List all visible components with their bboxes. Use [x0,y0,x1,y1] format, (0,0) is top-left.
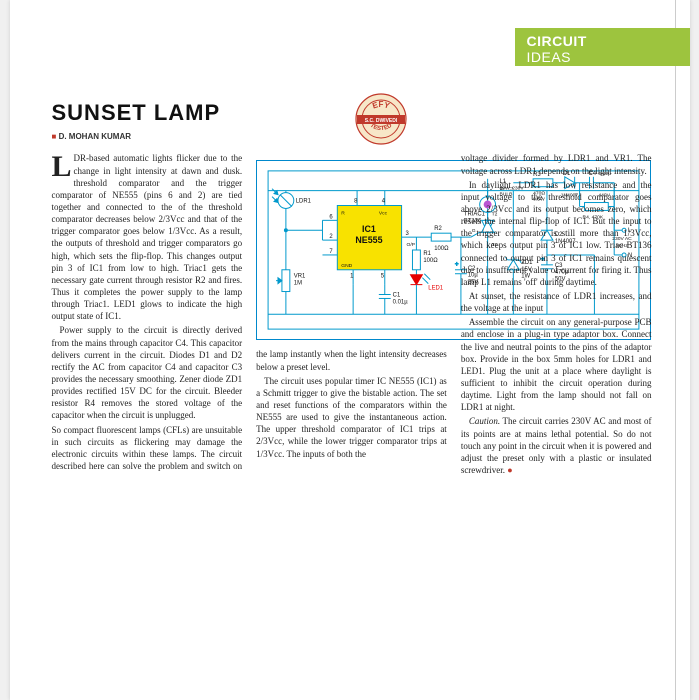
label-op: O/P [407,243,416,249]
label-r2: R2 [434,227,442,233]
section-tab: CIRCUIT IDEAS [515,28,690,66]
label-r: R [341,211,345,217]
label-r1-val: 100Ω [423,258,438,264]
pin7: 7 [330,249,333,255]
svg-text:+: + [455,262,459,268]
pin1: 1 [350,274,353,280]
para-1-text: DR-based automatic lights flicker due to… [74,153,243,175]
label-led1: LED1 [428,286,443,292]
article-title: SUNSET LAMP [52,98,652,128]
para-5: The circuit uses popular timer IC NE555 … [256,375,447,460]
page: CIRCUIT IDEAS SUNSET LAMP ■ D. MOHAN KUM… [10,0,690,700]
label-ic1: IC1 [362,225,376,235]
label-c1-val: 0.01µ [393,300,409,306]
label-r2-val: 100Ω [434,246,449,252]
para-9: Assemble the circuit on any general-purp… [461,316,652,413]
label-ic1-part: NE555 [356,236,383,246]
caution-label: Caution. [469,416,500,426]
para-6: voltage divider formed by LDR1 and VR1. … [461,152,652,176]
author-bullet-icon: ■ [52,132,59,141]
pin5: 5 [381,274,385,280]
para-3: Power supply to the circuit is directly … [52,324,243,421]
para-10: Caution. The circuit carries 230V AC and… [461,415,652,476]
article-author: ■ D. MOHAN KUMAR [52,132,652,143]
author-name: D. MOHAN KUMAR [59,132,131,141]
margin-line [675,0,676,700]
end-mark-icon: ● [507,465,512,475]
label-vcc: Vcc [379,211,388,217]
pin6: 6 [330,215,334,221]
article-main: SUNSET LAMP ■ D. MOHAN KUMAR EFY TESTED … [52,98,652,476]
dropcap: L [52,152,74,180]
label-gnd: GND [341,263,352,269]
label-vr1: VR1 [294,274,306,280]
pin3: 3 [406,232,410,238]
para-7: In daylight, LDR1 has low resistance and… [461,179,652,288]
section-line2: IDEAS [527,48,678,67]
para-2-text: of the threshold comparator decreases be… [52,202,243,321]
pin2: 2 [330,235,333,241]
para-1: LDR-based automatic lights flicker due t… [52,152,243,322]
label-r1: R1 [423,251,431,257]
efy-tested-badge: EFY TESTED S.C. DWIVEDI [354,92,408,146]
label-ldr1: LDR1 [296,199,311,205]
article-body: LDR-based automatic lights flicker due t… [52,152,652,476]
label-vr1-val: 1M [294,281,302,287]
badge-ribbon-text: S.C. DWIVEDI [364,118,397,124]
label-c1: C1 [393,293,401,299]
